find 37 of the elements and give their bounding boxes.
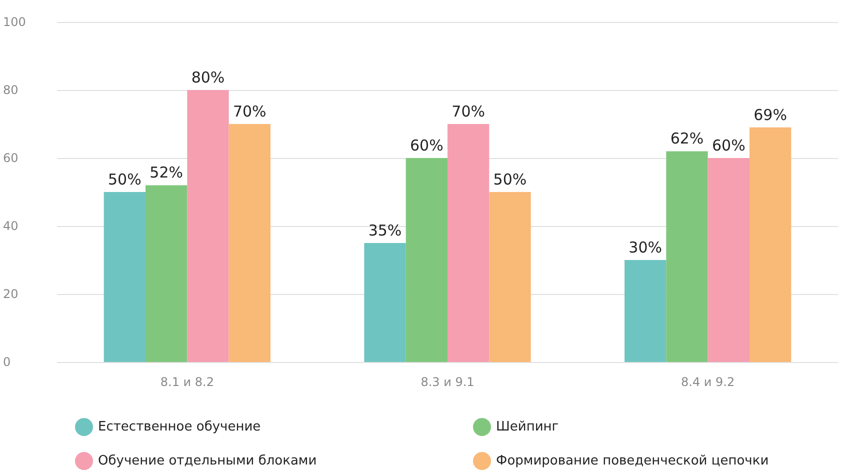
bar (187, 90, 229, 362)
text: 35% (368, 222, 402, 240)
x-tick-label: 8.4 и 9.2 (681, 375, 735, 389)
bar (448, 124, 490, 362)
text: 52% (150, 164, 184, 182)
bar (364, 243, 406, 362)
y-tick-label: 100 (3, 15, 26, 29)
text: 69% (754, 106, 787, 124)
legend-label: Естественное обучение (98, 420, 261, 434)
legend-label: Шейпинг (496, 420, 559, 434)
text: 70% (232, 102, 266, 120)
legend-label: Обучение отдельными блоками (98, 454, 317, 468)
text: 80% (191, 68, 225, 86)
bar (146, 185, 188, 362)
x-tick-label: 8.3 и 9.1 (420, 375, 474, 389)
text: 50% (108, 170, 142, 188)
bar (406, 158, 448, 362)
text: 70% (452, 102, 485, 120)
y-tick-label: 20 (3, 287, 18, 301)
text: 60% (712, 136, 746, 154)
text: 50% (493, 170, 527, 188)
bar (749, 127, 792, 362)
y-tick-label: 80 (3, 83, 18, 97)
bar (666, 151, 708, 362)
legend-label: Формирование поведенческой цепочки (496, 454, 769, 468)
y-tick-label: 60 (3, 151, 18, 165)
bar (104, 192, 146, 362)
bar (708, 158, 750, 362)
y-tick-label: 0 (3, 355, 11, 369)
text: 60% (410, 136, 444, 154)
text: 62% (670, 130, 704, 148)
y-tick-label: 40 (3, 219, 18, 233)
bar (624, 260, 666, 362)
x-tick-label: 8.1 и 8.2 (160, 375, 214, 389)
text: 30% (628, 238, 662, 256)
bar (228, 124, 270, 362)
bar (489, 192, 531, 362)
